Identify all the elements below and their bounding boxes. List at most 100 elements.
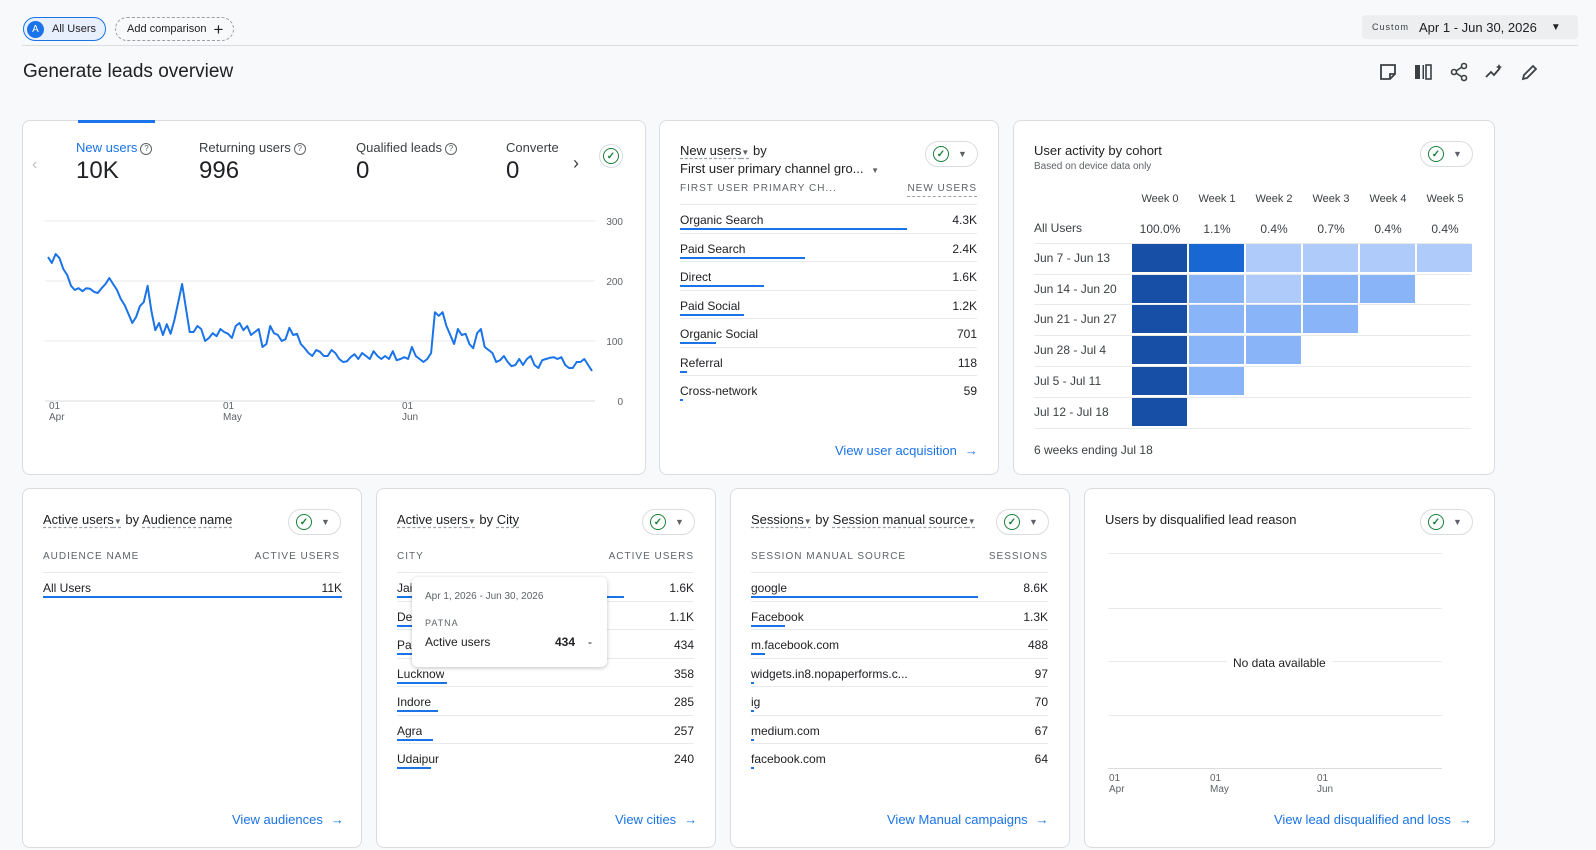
column-header-metric[interactable]: NEW USERS [860, 183, 977, 197]
x-tick-label: Apr [49, 412, 65, 423]
table-row[interactable]: medium.com 67 [751, 714, 1048, 743]
share-icon[interactable] [1449, 62, 1469, 82]
arrow-right-icon: → [330, 812, 344, 827]
cohort-cell[interactable] [1132, 244, 1187, 272]
comparison-status-button[interactable]: ✓ [599, 144, 623, 168]
y-tick-label: 300 [606, 217, 623, 228]
table-row[interactable]: Agra 257 [397, 714, 694, 743]
table-row[interactable]: facebook.com 64 [751, 743, 1048, 771]
column-header-dimension[interactable]: SESSION MANUAL SOURCE [751, 551, 907, 562]
table-row[interactable]: google 8.6K [751, 572, 1048, 600]
comparison-button[interactable]: ✓ ▼ [1420, 509, 1473, 535]
help-icon[interactable]: ? [140, 143, 153, 155]
help-icon[interactable]: ? [445, 143, 457, 155]
row-value: 488 [1027, 638, 1048, 652]
check-circle-icon: ✓ [1004, 514, 1020, 530]
cohort-cell[interactable] [1360, 244, 1415, 272]
gridline [1108, 608, 1442, 609]
cohort-cell[interactable] [1246, 244, 1301, 272]
cohort-cell[interactable] [1246, 274, 1301, 303]
cohort-cell[interactable] [1303, 305, 1358, 334]
metric-selector[interactable]: New users▼ [680, 143, 749, 158]
cohort-cell[interactable] [1417, 244, 1472, 272]
view-audiences-link[interactable]: View audiences → [232, 812, 344, 827]
customize-report-icon[interactable] [1378, 62, 1398, 82]
cohort-cell[interactable] [1189, 366, 1244, 395]
dimension-selector[interactable]: City [496, 512, 520, 527]
kpi-tab-converted[interactable]: Converte [506, 140, 562, 155]
table-row[interactable]: Referral 118 [680, 346, 977, 375]
kpi-tab-new-users[interactable]: New users? [76, 140, 153, 155]
table-row[interactable]: ig 70 [751, 686, 1048, 714]
column-header-dimension[interactable]: FIRST USER PRIMARY CH... [680, 183, 837, 194]
table-row[interactable]: Direct 1.6K [680, 261, 977, 289]
table-row[interactable]: m.facebook.com 488 [751, 629, 1048, 657]
column-header-metric[interactable]: ACTIVE USERS [254, 551, 340, 562]
cohort-all-users-pct: 0.7% [1317, 222, 1345, 236]
kpi-tab-returning-users[interactable]: Returning users? [199, 140, 306, 155]
cohort-cell[interactable] [1132, 397, 1187, 426]
cohort-cell[interactable] [1303, 244, 1358, 272]
comparison-button[interactable]: ✓ ▼ [642, 509, 695, 535]
comparison-button[interactable]: ✓ ▼ [288, 509, 341, 535]
cohort-cell[interactable] [1189, 336, 1244, 365]
column-header-dimension[interactable]: AUDIENCE NAME [43, 551, 140, 562]
metric-selector[interactable]: Sessions▼ [751, 512, 812, 527]
chevron-right-icon[interactable]: › [573, 153, 579, 173]
dimension-selector[interactable]: Audience name [142, 512, 233, 527]
cohort-cell[interactable] [1360, 274, 1415, 303]
cohort-cell[interactable] [1132, 336, 1187, 365]
table-row[interactable]: Cross-network 59 [680, 375, 977, 403]
table-row[interactable]: Udaipur 240 [397, 743, 694, 771]
chevron-down-icon: ▼ [321, 517, 330, 527]
cohort-cell[interactable] [1303, 274, 1358, 303]
cohort-cell[interactable] [1132, 366, 1187, 395]
metric-selector[interactable]: Active users▼ [43, 512, 122, 527]
row-bar [751, 596, 978, 598]
compare-icon[interactable] [1413, 62, 1433, 82]
help-icon[interactable]: ? [293, 143, 306, 155]
comparison-button[interactable]: ✓ ▼ [1420, 141, 1473, 167]
kpi-tab-qualified-leads[interactable]: Qualified leads? [356, 140, 457, 155]
insights-icon[interactable] [1484, 62, 1504, 82]
cohort-cell[interactable] [1189, 244, 1244, 272]
table-row[interactable]: Organic Social 701 [680, 318, 977, 346]
date-range-picker[interactable]: Custom Apr 1 - Jun 30, 2026 ▼ [1362, 15, 1578, 39]
view-cities-link[interactable]: View cities → [615, 812, 697, 827]
caret-down-icon: ▼ [967, 517, 976, 526]
column-header-metric[interactable]: ACTIVE USERS [608, 551, 694, 562]
table-row[interactable]: All Users 11K [43, 572, 342, 600]
audience-chip-all-users[interactable]: A All Users [23, 17, 106, 41]
table-row[interactable]: Paid Search 2.4K [680, 232, 977, 261]
comparison-button[interactable]: ✓ ▼ [925, 141, 978, 167]
cohort-cell[interactable] [1132, 305, 1187, 334]
row-value: 4.3K [952, 213, 977, 227]
table-row[interactable]: widgets.in8.nopaperforms.c... 97 [751, 657, 1048, 686]
chevron-down-icon: ▼ [675, 517, 684, 527]
table-row[interactable]: Paid Social 1.2K [680, 289, 977, 318]
cohort-cell[interactable] [1246, 305, 1301, 334]
edit-icon[interactable] [1520, 62, 1540, 82]
cohort-cell[interactable] [1132, 274, 1187, 303]
view-user-acquisition-link[interactable]: View user acquisition → [835, 443, 978, 458]
row-name: Referral [680, 355, 723, 370]
dimension-selector[interactable]: First user primary channel gro... ▼ [680, 161, 879, 176]
date-custom-label: Custom [1372, 22, 1410, 32]
view-manual-campaigns-link[interactable]: View Manual campaigns → [887, 812, 1049, 827]
view-lead-disqualified-link[interactable]: View lead disqualified and loss → [1274, 812, 1472, 827]
table-row[interactable]: Organic Search 4.3K [680, 204, 977, 232]
table-row[interactable]: Indore 285 [397, 686, 694, 714]
cohort-cell[interactable] [1189, 305, 1244, 334]
dimension-selector[interactable]: Session manual source▼ [833, 512, 976, 527]
row-name: Agra [397, 723, 423, 738]
column-header-dimension[interactable]: CITY [397, 551, 424, 562]
cohort-cell[interactable] [1246, 336, 1301, 365]
add-comparison-button[interactable]: Add comparison + [115, 17, 234, 41]
table-row[interactable]: Facebook 1.3K [751, 600, 1048, 629]
comparison-button[interactable]: ✓ ▼ [996, 509, 1049, 535]
column-header-metric[interactable]: SESSIONS [988, 551, 1048, 562]
chevron-left-icon[interactable]: ‹ [32, 156, 38, 173]
metric-selector[interactable]: Active users▼ [397, 512, 476, 527]
date-range-value: Apr 1 - Jun 30, 2026 [1419, 19, 1537, 35]
cohort-cell[interactable] [1189, 274, 1244, 303]
